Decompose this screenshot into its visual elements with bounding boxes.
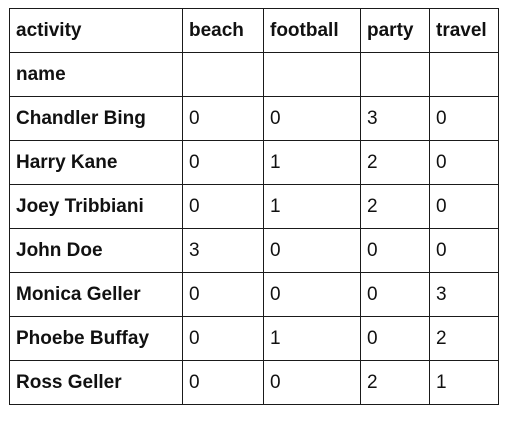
table-cell: 0 [360, 272, 430, 317]
table-cell: 0 [263, 228, 361, 273]
row-label: Ross Geller [9, 360, 183, 405]
table-cell: 0 [263, 96, 361, 141]
column-header-row: activity beach football party travel [9, 8, 499, 53]
table-cell: 0 [263, 360, 361, 405]
table-cell: 2 [429, 316, 499, 361]
table-cell: 0 [182, 96, 264, 141]
pivot-table-container: activity beach football party travel nam… [9, 8, 499, 405]
table-row: Chandler Bing 0 0 3 0 [9, 96, 499, 141]
pivot-table: activity beach football party travel nam… [9, 8, 499, 405]
index-name-row: name [9, 52, 499, 97]
column-header-party: party [360, 8, 430, 53]
table-cell: 0 [429, 184, 499, 229]
table-row: Ross Geller 0 0 2 1 [9, 360, 499, 405]
table-cell: 0 [182, 272, 264, 317]
empty-cell [360, 52, 430, 97]
empty-cell [263, 52, 361, 97]
table-cell: 1 [263, 140, 361, 185]
table-row: Monica Geller 0 0 0 3 [9, 272, 499, 317]
table-cell: 0 [360, 316, 430, 361]
table-body: Chandler Bing 0 0 3 0 Harry Kane 0 1 2 0… [9, 96, 499, 405]
row-label: Joey Tribbiani [9, 184, 183, 229]
row-label: Chandler Bing [9, 96, 183, 141]
row-label: John Doe [9, 228, 183, 273]
row-label: Phoebe Buffay [9, 316, 183, 361]
column-header-travel: travel [429, 8, 499, 53]
table-cell: 0 [182, 360, 264, 405]
table-cell: 0 [182, 316, 264, 361]
row-label: Monica Geller [9, 272, 183, 317]
table-cell: 0 [360, 228, 430, 273]
column-header-activity: activity [9, 8, 183, 53]
table-cell: 3 [182, 228, 264, 273]
table-cell: 0 [429, 96, 499, 141]
empty-cell [182, 52, 264, 97]
table-cell: 1 [263, 184, 361, 229]
table-cell: 2 [360, 140, 430, 185]
table-cell: 0 [429, 140, 499, 185]
column-header-beach: beach [182, 8, 264, 53]
table-cell: 2 [360, 184, 430, 229]
table-header: activity beach football party travel nam… [9, 8, 499, 97]
table-cell: 0 [182, 184, 264, 229]
table-cell: 2 [360, 360, 430, 405]
table-cell: 0 [182, 140, 264, 185]
table-row: Harry Kane 0 1 2 0 [9, 140, 499, 185]
table-row: Phoebe Buffay 0 1 0 2 [9, 316, 499, 361]
table-cell: 0 [429, 228, 499, 273]
table-cell: 1 [263, 316, 361, 361]
row-label: Harry Kane [9, 140, 183, 185]
empty-cell [429, 52, 499, 97]
table-row: John Doe 3 0 0 0 [9, 228, 499, 273]
index-name-header: name [9, 52, 183, 97]
table-cell: 3 [429, 272, 499, 317]
table-cell: 0 [263, 272, 361, 317]
column-header-football: football [263, 8, 361, 53]
table-cell: 1 [429, 360, 499, 405]
table-row: Joey Tribbiani 0 1 2 0 [9, 184, 499, 229]
table-cell: 3 [360, 96, 430, 141]
